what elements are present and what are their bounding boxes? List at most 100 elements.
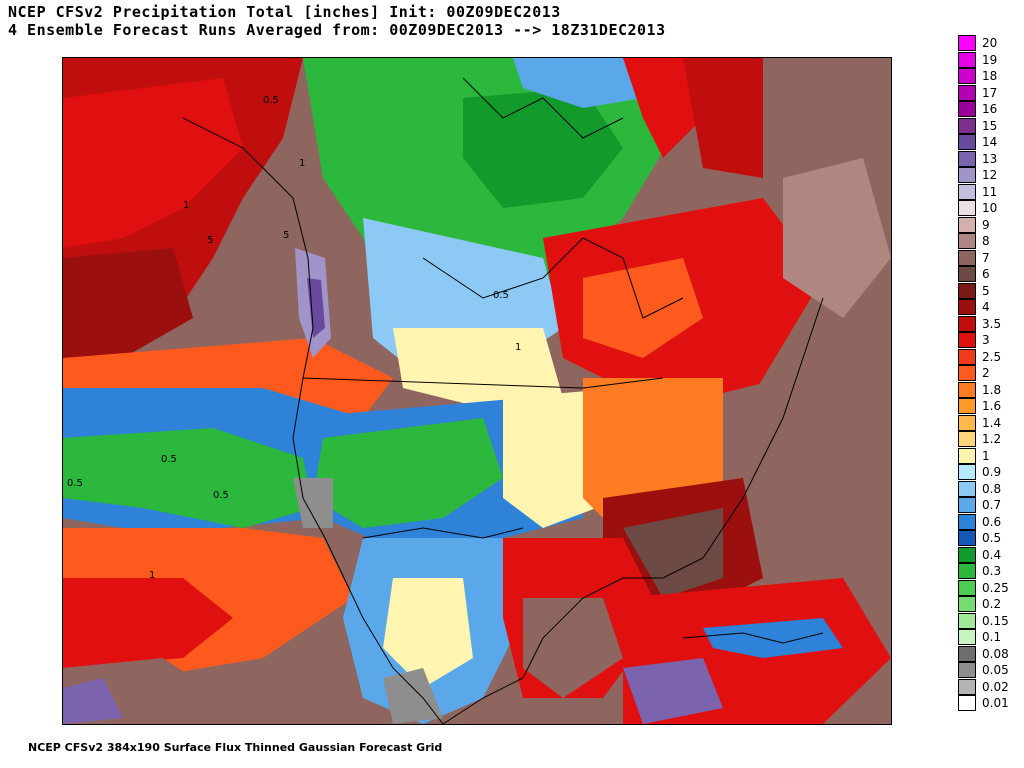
west-coastline (182, 117, 444, 724)
legend-entry: 13 (958, 150, 1018, 167)
footer-caption: NCEP CFSv2 384x190 Surface Flux Thinned … (28, 741, 443, 754)
legend-swatch (958, 233, 976, 249)
region-baja-gray (383, 668, 443, 724)
legend-swatch (958, 266, 976, 282)
legend-label: 14 (982, 135, 998, 149)
us-mexico-border (362, 527, 524, 539)
legend-entry: 6 (958, 266, 1018, 282)
legend-swatch (958, 216, 976, 233)
region-sw-purple (63, 678, 123, 724)
legend-entry: 0.1 (958, 629, 1018, 645)
legend-swatch (958, 117, 976, 134)
region-alaska-gulf (63, 78, 243, 248)
chart-title-line-2: 4 Ensemble Forecast Runs Averaged from: … (8, 21, 666, 39)
legend-swatch (958, 332, 976, 348)
legend-label: 0.1 (982, 630, 1002, 644)
legend-swatch (958, 249, 976, 266)
legend-entry: 0.9 (958, 464, 1018, 480)
legend-swatch (958, 68, 976, 84)
legend-swatch (958, 480, 976, 497)
contour-label: 5 (283, 230, 289, 241)
legend-entry: 0.2 (958, 596, 1018, 612)
legend-swatch (958, 579, 976, 596)
legend-swatch (958, 167, 976, 183)
legend-label: 0.7 (982, 498, 1002, 512)
legend-swatch (958, 200, 976, 216)
legend-swatch (958, 678, 976, 695)
legend-label: 0.8 (982, 481, 1002, 496)
legend-entry: 0.05 (958, 662, 1018, 678)
legend-entry: 0.5 (958, 530, 1018, 546)
legend-entry: 0.3 (958, 563, 1018, 579)
legend-swatch (958, 365, 976, 381)
contour-label: 1 (149, 570, 155, 581)
chart-title-line-1: NCEP CFSv2 Precipitation Total [inches] … (8, 3, 561, 21)
legend-swatch (958, 51, 976, 68)
legend-label: 1.4 (982, 415, 1002, 430)
legend-entry: 7 (958, 249, 1018, 266)
legend-label: 0.5 (982, 531, 1002, 545)
legend-label: 6 (982, 267, 990, 281)
legend-entry: 0.8 (958, 480, 1018, 497)
legend-entry: 3.5 (958, 315, 1018, 332)
legend-entry: 0.02 (958, 678, 1018, 695)
legend-swatch (958, 662, 976, 678)
legend-swatch (958, 513, 976, 530)
legend-label: 19 (982, 52, 998, 67)
legend-label: 0.6 (982, 514, 1002, 529)
legend-entry: 0.01 (958, 695, 1018, 711)
region-arctic-blue (513, 58, 643, 108)
legend-label: 0.08 (982, 646, 1009, 661)
caribbean-islands (682, 632, 824, 644)
legend-entry: 1.2 (958, 431, 1018, 447)
legend-swatch (958, 563, 976, 579)
region-california-gray (293, 478, 333, 528)
legend-entry: 14 (958, 134, 1018, 150)
coastlines (182, 77, 824, 724)
region-quebec-orange (583, 258, 703, 358)
region-mexico-yellow (383, 578, 473, 688)
region-labrador-sea (683, 58, 763, 178)
region-gulf-brown (523, 598, 623, 698)
legend-label: 0.3 (982, 564, 1002, 578)
contour-label: 1 (299, 158, 305, 169)
us-canada-border (302, 377, 664, 389)
legend-label: 13 (982, 151, 998, 166)
legend-label: 5 (982, 283, 990, 298)
legend-label: 18 (982, 69, 998, 83)
region-atlantic-light (783, 158, 891, 318)
legend-entry: 0.7 (958, 497, 1018, 513)
legend-label: 0.2 (982, 597, 1002, 611)
region-prairie-yellow (393, 328, 563, 408)
legend-swatch (958, 348, 976, 365)
legend-swatch (958, 645, 976, 662)
legend-entry: 17 (958, 84, 1018, 101)
legend-swatch (958, 315, 976, 332)
legend-entry: 0.08 (958, 645, 1018, 662)
contour-label: 0.5 (161, 454, 177, 465)
legend-swatch (958, 381, 976, 398)
region-pacific-green (63, 428, 313, 528)
contour-label: 0.5 (213, 490, 229, 501)
legend-label: 17 (982, 85, 998, 100)
legend-label: 3.5 (982, 316, 1002, 331)
legend-swatch (958, 464, 976, 480)
precipitation-map: 0.5 1 5 0.5 1 5 0.5 1 0.5 0.5 1 (62, 57, 892, 725)
legend-entry: 0.4 (958, 546, 1018, 563)
contour-label: 0.5 (263, 95, 279, 106)
legend-label: 1.6 (982, 399, 1002, 413)
region-caribbean-blue (703, 618, 843, 658)
legend-swatch (958, 299, 976, 315)
legend-swatch (958, 497, 976, 513)
legend-swatch (958, 101, 976, 117)
legend-swatch (958, 84, 976, 101)
legend-entry: 2 (958, 365, 1018, 381)
legend-swatch (958, 35, 976, 51)
region-rockies-green (313, 418, 503, 528)
legend-label: 8 (982, 234, 990, 248)
legend-swatch (958, 134, 976, 150)
legend-entry: 0.25 (958, 579, 1018, 596)
region-pacific-mid (63, 248, 193, 358)
contour-label: 0.5 (67, 478, 83, 489)
legend-entry: 5 (958, 282, 1018, 299)
